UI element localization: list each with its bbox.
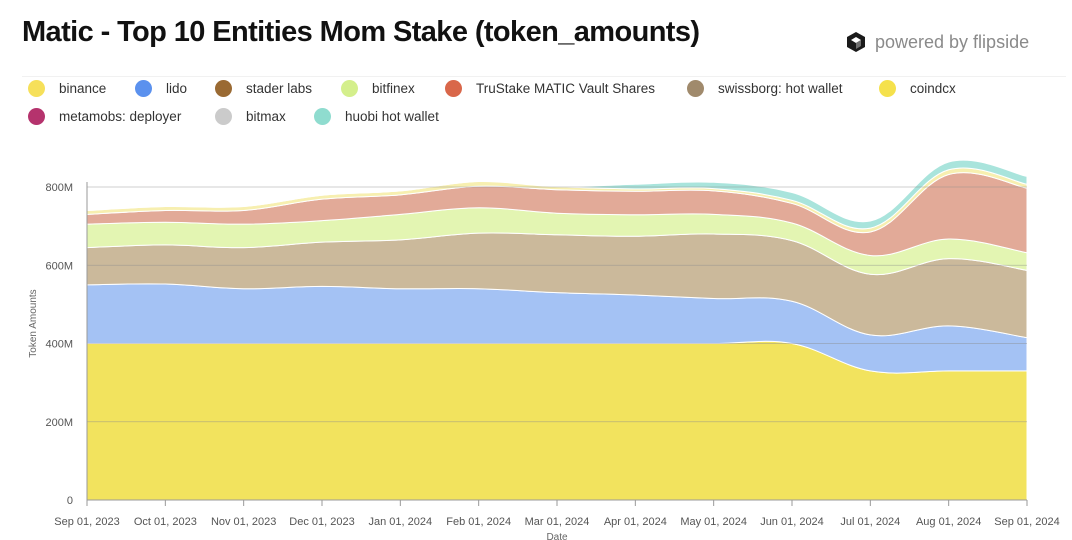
x-tick-label: Sep 01, 2023 bbox=[54, 516, 119, 528]
x-tick-label: Feb 01, 2024 bbox=[446, 516, 511, 528]
legend-label: TruStake MATIC Vault Shares bbox=[476, 81, 656, 96]
legend-label: metamobs: deployer bbox=[59, 109, 182, 124]
legend-item-lido[interactable]: lido bbox=[135, 80, 187, 97]
legend-dot bbox=[341, 80, 358, 97]
x-tick-label: Jun 01, 2024 bbox=[760, 516, 824, 528]
x-tick-label: Jul 01, 2024 bbox=[840, 516, 900, 528]
y-tick-label: 400M bbox=[45, 339, 73, 351]
chart-title: Matic - Top 10 Entities Mom Stake (token… bbox=[22, 16, 700, 48]
chart-legend: binance lido stader labs bitfinex TruSta… bbox=[28, 80, 1058, 140]
flipside-logo-icon bbox=[845, 31, 867, 53]
y-tick-label: 800M bbox=[45, 182, 73, 194]
y-tick-label: 0 bbox=[67, 495, 73, 507]
legend-item-binance[interactable]: binance bbox=[28, 80, 106, 97]
y-tick-label: 600M bbox=[45, 260, 73, 272]
legend-label: bitmax bbox=[246, 109, 286, 124]
x-tick-label: Oct 01, 2023 bbox=[134, 516, 197, 528]
legend-label: coindcx bbox=[910, 81, 956, 96]
legend-label: stader labs bbox=[246, 81, 313, 96]
legend-item-swissborg[interactable]: swissborg: hot wallet bbox=[687, 80, 843, 97]
legend-dot bbox=[215, 108, 232, 125]
legend-dot bbox=[28, 108, 45, 125]
legend-item-bitmax[interactable]: bitmax bbox=[215, 108, 286, 125]
legend-label: huobi hot wallet bbox=[345, 109, 439, 124]
y-axis-label: Token Amounts bbox=[28, 289, 39, 357]
x-tick-label: May 01, 2024 bbox=[680, 516, 747, 528]
legend-item-metamobs[interactable]: metamobs: deployer bbox=[28, 108, 181, 125]
legend-label: swissborg: hot wallet bbox=[718, 81, 843, 96]
brand-text: powered by flipside bbox=[875, 31, 1030, 52]
legend-dot bbox=[28, 80, 45, 97]
legend-label: binance bbox=[59, 81, 107, 96]
powered-by-flipside[interactable]: powered by flipside bbox=[845, 31, 1029, 53]
legend-dot bbox=[879, 80, 896, 97]
header-divider bbox=[22, 76, 1066, 77]
legend-item-huobi[interactable]: huobi hot wallet bbox=[314, 108, 439, 125]
legend-label: bitfinex bbox=[372, 81, 415, 96]
legend-item-trustake[interactable]: TruStake MATIC Vault Shares bbox=[445, 80, 655, 97]
x-tick-label: Aug 01, 2024 bbox=[916, 516, 981, 528]
legend-dot bbox=[215, 80, 232, 97]
legend-dot bbox=[135, 80, 152, 97]
legend-dot bbox=[687, 80, 704, 97]
x-tick-label: Mar 01, 2024 bbox=[525, 516, 590, 528]
legend-item-stader-labs[interactable]: stader labs bbox=[215, 80, 312, 97]
legend-label: lido bbox=[166, 81, 188, 96]
axes: 0 200M 400M 600M 800M Sep 01, 2023 Oct 01, 202… bbox=[45, 182, 1060, 528]
x-tick-label: Dec 01, 2023 bbox=[289, 516, 354, 528]
x-tick-label: Jan 01, 2024 bbox=[369, 516, 433, 528]
x-axis-label: Date bbox=[546, 532, 568, 540]
legend-dot bbox=[314, 108, 331, 125]
x-tick-label: Sep 01, 2024 bbox=[994, 516, 1059, 528]
x-tick-label: Apr 01, 2024 bbox=[604, 516, 667, 528]
legend-item-coindcx[interactable]: coindcx bbox=[879, 80, 956, 97]
area-huobi-hot-wallet[interactable] bbox=[86, 159, 1028, 230]
legend-dot bbox=[445, 80, 462, 97]
y-tick-label: 200M bbox=[45, 417, 73, 429]
area-series bbox=[86, 159, 1028, 501]
legend-item-bitfinex[interactable]: bitfinex bbox=[341, 80, 415, 97]
x-tick-label: Nov 01, 2023 bbox=[211, 516, 276, 528]
